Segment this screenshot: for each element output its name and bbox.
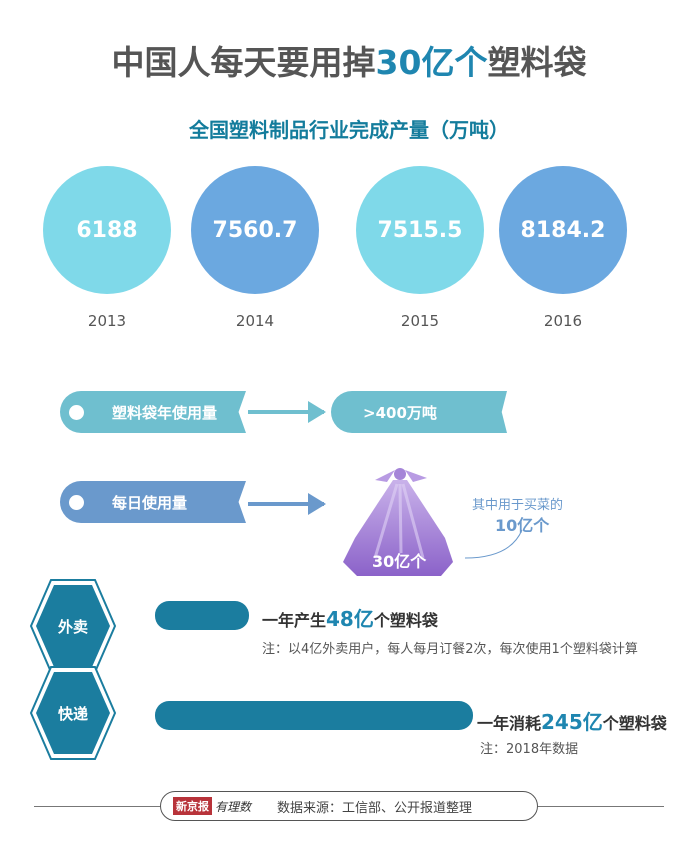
express-note: 注：2018年数据 — [480, 742, 579, 757]
year-label: 2015 — [400, 312, 440, 330]
daily-label-text: 每日使用量 — [112, 493, 188, 512]
takeout-stat: 一年产生48亿个塑料袋 — [262, 603, 438, 632]
express-label: 快递 — [57, 705, 88, 723]
dot-icon — [69, 494, 84, 510]
callout-line — [464, 529, 523, 559]
title-highlight: 30亿个 — [375, 43, 488, 82]
express-stat: 一年消耗245亿个塑料袋 — [477, 706, 667, 735]
chart-title: 全国塑料制品行业完成产量（万吨） — [189, 118, 509, 142]
express-hexagon — [29, 666, 117, 760]
value-circle-2014: 7560.7 — [191, 166, 319, 294]
express-prefix: 一年消耗 — [477, 714, 542, 733]
takeout-label: 外卖 — [57, 618, 88, 636]
express-bar — [155, 701, 473, 730]
takeout-suffix: 个塑料袋 — [373, 611, 438, 630]
value-circle-2015: 7515.5 — [356, 166, 484, 294]
value-circle-2016: 8184.2 — [499, 166, 627, 294]
annual-usage-label: 塑料袋年使用量 — [60, 391, 246, 433]
annual-usage-value: >400万吨 — [331, 391, 507, 433]
daily-usage-label: 每日使用量 — [60, 481, 246, 523]
year-label: 2014 — [235, 312, 275, 330]
takeout-prefix: 一年产生 — [262, 611, 327, 630]
footer-pill: 新京报 有理数 数据来源：工信部、公开报道整理 — [160, 791, 538, 821]
title-suffix: 塑料袋 — [487, 43, 587, 82]
title-prefix: 中国人每天要用掉 — [111, 43, 376, 82]
plastic-bag-icon — [343, 468, 453, 576]
vegetable-value: 10亿个 — [495, 516, 550, 535]
express-suffix: 个塑料袋 — [602, 714, 667, 733]
logo-script: 有理数 — [215, 799, 252, 814]
arrow-right-icon — [248, 401, 326, 423]
takeout-highlight: 48亿 — [326, 607, 374, 631]
value-circle-2013: 6188 — [43, 166, 171, 294]
bag-value: 30亿个 — [372, 552, 427, 571]
year-label: 2013 — [87, 312, 127, 330]
vegetable-note: 其中用于买菜的 — [472, 498, 564, 513]
express-highlight: 245亿 — [541, 710, 603, 734]
dot-icon — [69, 404, 84, 420]
takeout-bar — [155, 601, 249, 630]
data-source: 数据来源：工信部、公开报道整理 — [277, 800, 473, 816]
page-title: 中国人每天要用掉30亿个塑料袋 — [0, 36, 698, 84]
arrow-right-icon — [248, 493, 326, 515]
year-label: 2016 — [543, 312, 583, 330]
annual-label-text: 塑料袋年使用量 — [112, 403, 218, 422]
logo: 新京报 — [173, 797, 212, 815]
takeout-note: 注：以4亿外卖用户，每人每月订餐2次，每次使用1个塑料袋计算 — [262, 642, 638, 657]
